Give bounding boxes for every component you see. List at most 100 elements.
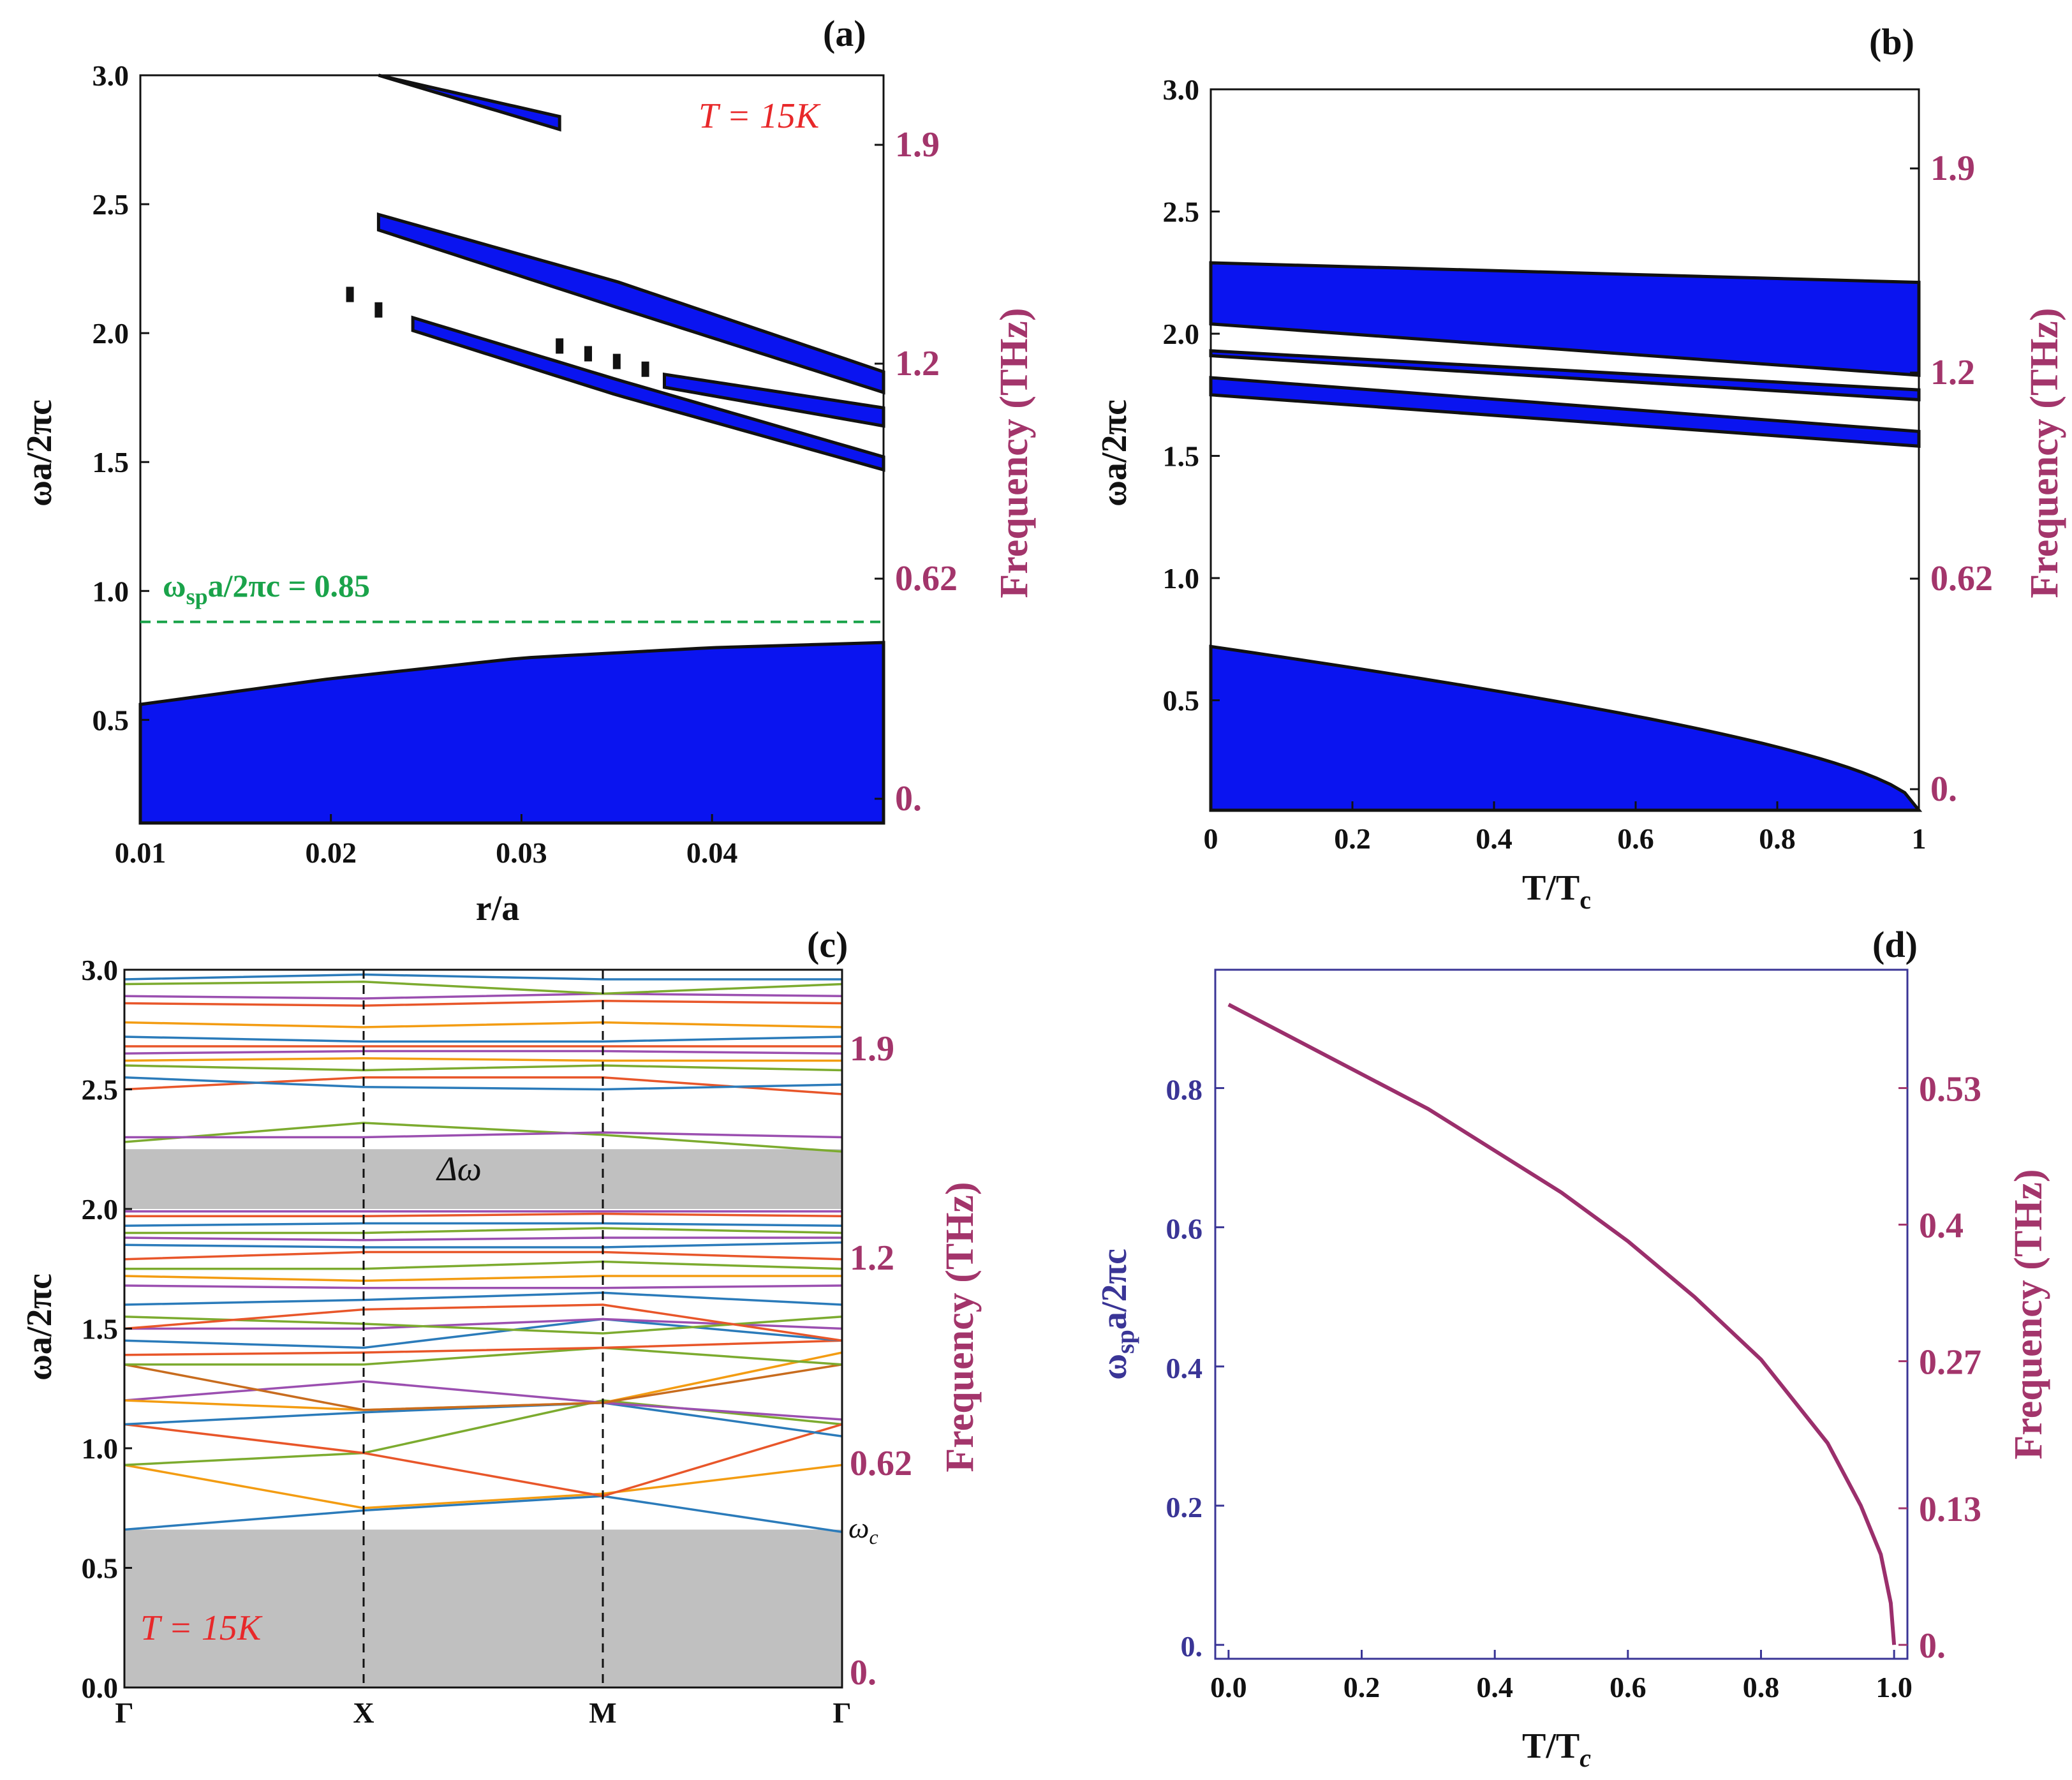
d-x-tick-label: 1.0 [1876,1671,1913,1703]
c-y-tick-label: 0.5 [82,1552,119,1585]
c-k-point-label: Γ [833,1696,851,1729]
c-band-line-b4 [124,1423,843,1497]
c-temperature: T = 15K [140,1608,263,1648]
c-band-line-b16 [124,1284,843,1289]
b-right-tick-label: 0. [1930,769,1957,809]
d-right-axis-label: Frequency (THz) [2007,1169,2050,1459]
c-band-line-b12 [124,1317,843,1330]
a-band-2 [411,315,885,472]
d-y-label-omega: ω [1095,1354,1134,1380]
b-x-label-sub: c [1580,886,1591,914]
c-band-line-b17 [124,1275,842,1282]
c-gap-label: Δω [436,1150,482,1188]
panel-d-label: (d) [1872,924,1918,965]
d-x-tick-label: 0.6 [1610,1671,1647,1703]
b-y-tick-label: 2.0 [1163,318,1200,350]
b-x-tick-label: 0.6 [1617,822,1654,855]
c-y-tick-label: 0.0 [82,1672,119,1704]
d-x-tick-label: 0.4 [1476,1671,1513,1703]
d-x-tick-label: 0.8 [1743,1671,1780,1703]
a-sp-label: ωspa/2πc = 0.85 [163,568,370,609]
d-x-tick-label: 0.0 [1210,1671,1247,1703]
a-right-tick-label: 1.9 [895,125,940,165]
c-band-line-b13 [124,1316,843,1335]
c-y-tick-label: 1.5 [82,1313,119,1346]
b-right-tick-label: 1.2 [1930,353,1975,392]
a-right-tick-label: 0.62 [895,559,958,598]
a-marker-5 [612,353,621,369]
b-right-axis-label: Frequency (THz) [2023,308,2066,598]
c-band-line-b34 [124,1035,843,1043]
c-band-line-b14 [124,1303,843,1342]
d-y-label-rest: a/2πc [1095,1249,1134,1330]
d-y-tick-label: 0. [1181,1630,1203,1663]
c-right-tick-label: 1.9 [850,1029,894,1069]
a-marker-2 [374,302,383,318]
b-x-tick-label: 0.2 [1334,822,1371,855]
c-k-point-label: M [589,1696,616,1729]
c-band-line-b1 [124,1495,843,1533]
d-right-tick-label: 0.27 [1919,1343,1981,1383]
d-right-tick-label: 0.4 [1919,1206,1964,1246]
b-band-2 [1209,376,1921,448]
d-x-label-main: T/T [1522,1726,1580,1766]
b-x-tick-label: 0 [1204,822,1218,855]
b-y-tick-label: 1.5 [1163,440,1200,473]
b-y-tick-label: 3.0 [1163,73,1200,106]
c-band-line-b24 [124,1212,843,1217]
d-y-tick-label: 0.4 [1166,1352,1203,1384]
b-band-3 [1209,349,1921,402]
d-x-axis-label: T/Tc [1522,1726,1591,1772]
a-marker-4 [584,346,592,362]
b-y-axis-label: ωa/2πc [1095,399,1134,507]
b-x-tick-label: 0.8 [1759,822,1796,855]
panel-d-frame [1214,968,1909,1660]
b-right-tick-label: 0.62 [1930,559,1993,598]
c-band-line-b31 [124,1057,842,1062]
panel-c: Γ X M Γ0.00.51.01.52.02.53.00.0.621.21.9 (c… [20,924,982,1729]
c-band-line-b8 [124,1363,843,1411]
a-sp-label-rest: a/2πc = 0.85 [208,568,370,604]
a-right-axis-label: Frequency (THz) [993,308,1036,598]
c-band-line-b9 [124,1346,843,1366]
c-band-line-b21 [124,1236,842,1242]
c-band-line-b36 [124,999,843,1007]
c-band-line-b22 [124,1227,843,1235]
c-band-line-b11 [124,1317,843,1349]
d-right-tick-label: 0.53 [1919,1069,1981,1109]
d-y-tick-label: 0.8 [1166,1073,1203,1106]
c-omega-c-main: ω [848,1511,869,1544]
panel-c-label: (c) [807,924,848,965]
a-marker-1 [346,286,354,302]
a-y-tick-label: 2.0 [93,317,130,350]
a-temperature: T = 15K [699,96,821,136]
c-band-line-b35 [124,1021,843,1028]
c-omega-c-label: ωc [848,1511,878,1548]
c-band-line-b2 [124,1464,843,1509]
b-x-axis-label: T/Tc [1522,868,1591,914]
c-band-line-b29 [124,1076,843,1091]
d-right-tick-label: 0.13 [1919,1490,1981,1529]
a-sp-label-omega: ω [163,568,186,604]
c-band-line-b10 [124,1339,843,1356]
d-omega-sp-curve [1227,1002,1897,1645]
a-band-5 [378,73,561,132]
a-y-axis-label: ωa/2πc [20,399,59,507]
a-x-axis-label: r/a [476,889,519,928]
c-y-axis-label: ωa/2πc [20,1273,59,1381]
c-band-line-b3 [124,1399,843,1466]
c-band-line-b18 [124,1260,843,1270]
b-y-tick-label: 1.0 [1163,562,1200,595]
c-gap-1 [124,1529,842,1687]
a-band-1 [138,641,885,825]
c-band-line-b6 [124,1380,843,1421]
c-right-tick-label: 0. [850,1653,877,1693]
panel-b-label: (b) [1869,21,1914,63]
d-right-tick-label: 0. [1919,1626,1946,1666]
a-band-3 [662,372,885,428]
a-y-tick-label: 1.0 [93,575,130,607]
b-band-4 [1209,261,1921,377]
a-marker-6 [641,361,649,377]
a-band-4 [376,212,885,395]
